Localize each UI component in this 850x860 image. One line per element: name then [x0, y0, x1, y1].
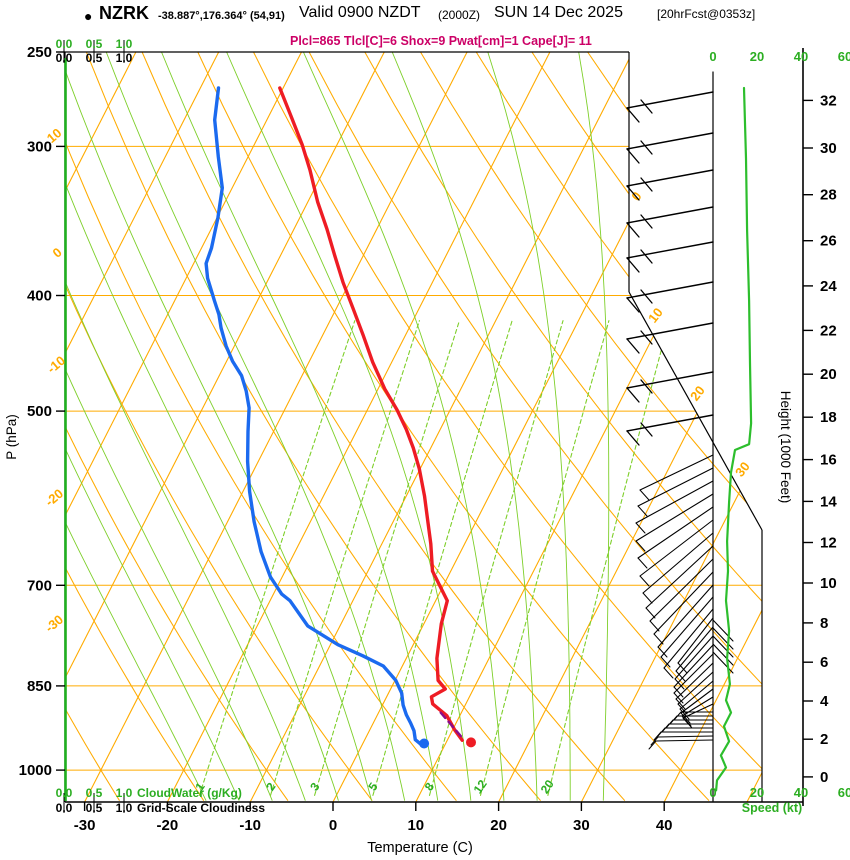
svg-text:20: 20 — [750, 785, 764, 800]
svg-text:0: 0 — [820, 769, 828, 786]
svg-text:-10: -10 — [239, 817, 261, 834]
svg-text:5: 5 — [365, 780, 380, 794]
temperature-axis: -30 -20 -10 0 10 20 30 40 Temperature (C) — [74, 802, 673, 856]
svg-text:P (hPa): P (hPa) — [4, 414, 19, 460]
svg-text:1000: 1000 — [19, 762, 52, 779]
plot-borders — [64, 51, 803, 803]
surface-dewpoint-dot — [419, 738, 430, 749]
svg-text:3: 3 — [307, 780, 322, 794]
svg-text:14: 14 — [820, 493, 837, 510]
surface-temp-dot — [466, 737, 476, 748]
svg-text:700: 700 — [27, 577, 52, 594]
svg-text:CloudWater (g/Kg): CloudWater (g/Kg) — [137, 786, 242, 800]
wind-barbs — [626, 71, 734, 802]
svg-text:10: 10 — [645, 305, 666, 326]
svg-text:Speed (kt): Speed (kt) — [742, 801, 802, 815]
svg-text:0.0: 0.0 — [56, 51, 73, 65]
temperature-curve — [278, 86, 464, 742]
svg-text:22: 22 — [820, 322, 837, 339]
svg-text:0: 0 — [709, 49, 716, 64]
svg-text:32: 32 — [820, 92, 837, 109]
svg-text:1.0: 1.0 — [116, 801, 133, 815]
svg-text:20: 20 — [750, 49, 764, 64]
svg-text:-20: -20 — [42, 486, 66, 510]
svg-text:1.0: 1.0 — [116, 51, 133, 65]
svg-text:Height (1000 Feet): Height (1000 Feet) — [778, 391, 793, 504]
svg-text:40: 40 — [656, 817, 673, 834]
svg-text:0: 0 — [50, 244, 65, 260]
svg-text:0.5: 0.5 — [86, 37, 103, 51]
skewt-grid — [65, 52, 762, 802]
svg-text:20: 20 — [538, 777, 557, 796]
svg-text:0.5: 0.5 — [86, 51, 103, 65]
svg-text:10: 10 — [820, 575, 837, 592]
svg-text:30: 30 — [732, 459, 753, 480]
svg-text:-30: -30 — [74, 817, 96, 834]
svg-text:60: 60 — [838, 49, 850, 64]
svg-text:850: 850 — [27, 678, 52, 695]
svg-text:300: 300 — [27, 138, 52, 155]
svg-text:40: 40 — [794, 49, 808, 64]
svg-text:10: 10 — [407, 817, 424, 834]
svg-text:24: 24 — [820, 278, 837, 295]
svg-text:0.5: 0.5 — [86, 786, 103, 800]
svg-text:400: 400 — [27, 287, 52, 304]
svg-text:0.0: 0.0 — [56, 801, 73, 815]
svg-text:20: 20 — [820, 366, 837, 383]
valid-time-utc: (2000Z) — [438, 8, 481, 22]
dewpoint-curve — [204, 86, 422, 746]
pressure-axis: 250 300 400 500 700 850 1000 P (hPa) — [4, 44, 65, 779]
svg-text:28: 28 — [820, 187, 837, 204]
svg-text:250: 250 — [27, 44, 52, 61]
forecast-cycle: [20hrFcst@0353z] — [657, 7, 756, 21]
svg-text:18: 18 — [820, 409, 837, 426]
station-coordinates: -38.887°,176.364° (54,91) — [158, 10, 285, 22]
cloud-scales: 0.00.00.00.00.50.50.50.51.01.01.01.0Clou… — [56, 37, 266, 815]
svg-text:500: 500 — [27, 403, 52, 420]
svg-text:Temperature (C): Temperature (C) — [367, 840, 473, 856]
svg-text:2: 2 — [820, 731, 828, 748]
svg-text:16: 16 — [820, 452, 837, 469]
svg-text:30: 30 — [820, 140, 837, 157]
svg-text:1.0: 1.0 — [116, 786, 133, 800]
svg-text:0: 0 — [709, 785, 716, 800]
svg-text:2: 2 — [263, 780, 278, 794]
parcel-path — [439, 711, 465, 740]
valid-time: Valid 0900 NZDT — [299, 4, 421, 21]
svg-text:-30: -30 — [42, 612, 66, 636]
station-bullet-icon: ● — [84, 8, 93, 24]
svg-text:0.0: 0.0 — [56, 786, 73, 800]
svg-text:Grid-Scale Cloudiness: Grid-Scale Cloudiness — [137, 801, 265, 815]
svg-text:12: 12 — [471, 777, 490, 796]
svg-text:40: 40 — [794, 785, 808, 800]
svg-text:1.0: 1.0 — [116, 37, 133, 51]
svg-text:0.0: 0.0 — [56, 37, 73, 51]
svg-text:0: 0 — [329, 817, 337, 834]
svg-text:0.5: 0.5 — [86, 801, 103, 815]
svg-text:20: 20 — [490, 817, 507, 834]
svg-text:4: 4 — [820, 693, 829, 710]
svg-text:8: 8 — [820, 615, 828, 632]
svg-text:6: 6 — [820, 654, 828, 671]
station-id: NZRK — [99, 3, 149, 23]
speed-profile — [714, 86, 753, 792]
svg-text:60: 60 — [838, 785, 850, 800]
svg-text:-20: -20 — [157, 817, 179, 834]
sounding-parameters: Plcl=865 Tlcl[C]=6 Shox=9 Pwat[cm]=1 Cap… — [290, 34, 592, 48]
svg-text:30: 30 — [573, 817, 590, 834]
valid-date: SUN 14 Dec 2025 — [494, 4, 623, 21]
svg-text:26: 26 — [820, 233, 837, 250]
svg-text:12: 12 — [820, 534, 837, 551]
